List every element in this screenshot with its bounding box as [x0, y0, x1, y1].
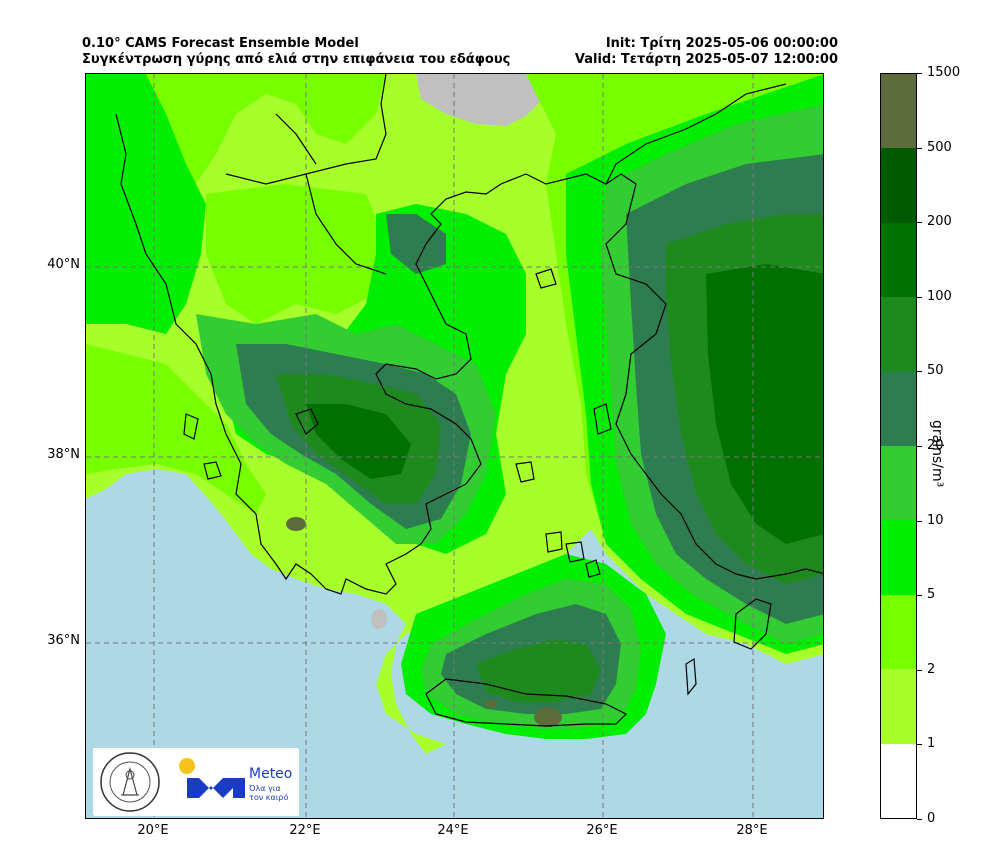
contour-level-50c — [476, 639, 601, 702]
colorbar-tick-label: 50 — [927, 363, 944, 379]
contour-level-2b — [206, 184, 386, 324]
colorbar-tick — [917, 147, 922, 149]
contour-level-1500-a — [286, 517, 306, 531]
init-time: Init: Τρίτη 2025-05-06 00:00:00 — [605, 36, 838, 51]
colorbar-tick — [917, 595, 922, 597]
pollen-map — [86, 74, 823, 818]
contour-level-5b — [86, 74, 206, 334]
colorbar-segment — [881, 520, 916, 596]
observatory-seal — [100, 752, 160, 812]
contour-level-20d — [386, 214, 446, 274]
colorbar-tick-label: 100 — [927, 288, 952, 304]
colorbar-tick-label: 5 — [927, 587, 936, 603]
contour-level-100 — [706, 264, 823, 544]
colorbar-segment — [881, 297, 916, 373]
map-title: 0.10° CAMS Forecast Ensemble Model Συγκέ… — [82, 36, 510, 68]
valid-time: Valid: Τετάρτη 2025-05-07 12:00:00 — [574, 52, 838, 67]
colorbar-tick-label: 10 — [927, 512, 944, 528]
colorbar-tick-label: 2 — [927, 661, 936, 677]
colorbar-segment — [881, 446, 916, 521]
meteo-name: Meteo — [249, 766, 293, 782]
contour-level-100b — [306, 404, 411, 479]
title-line-1: 0.10° CAMS Forecast Ensemble Model — [82, 36, 359, 51]
forecast-times: Init: Τρίτη 2025-05-06 00:00:00 Valid: Τ… — [520, 36, 838, 68]
meteo-tagline: Όλα για τον καιρό — [249, 784, 289, 802]
colorbar-tick — [917, 744, 922, 746]
colorbar-segment — [881, 594, 916, 670]
coastlines — [115, 74, 823, 727]
logos: Meteo Όλα για τον καιρό — [93, 748, 298, 815]
gridlines — [86, 74, 823, 818]
colorbar-segment — [881, 669, 916, 745]
colorbar-unit-label: grains/m³ — [929, 420, 945, 488]
colorbar-tick-label: 0 — [927, 811, 936, 826]
colorbar-tick-label: 1 — [927, 736, 936, 752]
colorbar — [880, 73, 917, 819]
colorbar-tick — [917, 446, 922, 447]
lon-label-22: 22°E — [289, 823, 321, 838]
map-panel[interactable] — [85, 73, 824, 819]
lon-label-28: 28°E — [736, 823, 768, 838]
colorbar-tick-label: 1500 — [927, 65, 961, 80]
colorbar-segment — [881, 371, 916, 447]
colorbar-tick — [917, 819, 922, 820]
colorbar-segment — [881, 148, 916, 224]
meteo-logo-icon — [179, 758, 245, 798]
contour-level-1500-b — [534, 707, 562, 727]
lat-label-40: 40°N — [47, 257, 80, 272]
lon-label-24: 24°E — [437, 823, 469, 838]
colorbar-tick-label: 200 — [927, 214, 952, 230]
contour-level-1500-c — [485, 700, 497, 708]
lat-label-38: 38°N — [47, 447, 80, 462]
colorbar-tick — [917, 371, 922, 373]
contour-level-2 — [86, 74, 386, 184]
nodata-island — [371, 609, 387, 629]
lon-label-26: 26°E — [586, 823, 618, 838]
colorbar-tick — [917, 520, 922, 522]
colorbar-segment — [881, 222, 916, 298]
colorbar-tick — [917, 669, 922, 671]
colorbar-tick — [917, 296, 922, 298]
colorbar-tick — [917, 222, 922, 224]
colorbar-tick — [917, 73, 922, 74]
colorbar-segment — [881, 743, 916, 819]
colorbar-tick-label: 20 — [927, 438, 944, 453]
contour-level-2d — [86, 344, 266, 514]
nodata-area — [416, 74, 556, 126]
colorbar-tick-label: 500 — [927, 139, 952, 155]
lon-label-20: 20°E — [137, 823, 169, 838]
title-line-2: Συγκέντρωση γύρης από ελιά στην επιφάνει… — [82, 52, 511, 67]
colorbar-segment — [881, 74, 916, 149]
lat-label-36: 36°N — [47, 633, 80, 648]
